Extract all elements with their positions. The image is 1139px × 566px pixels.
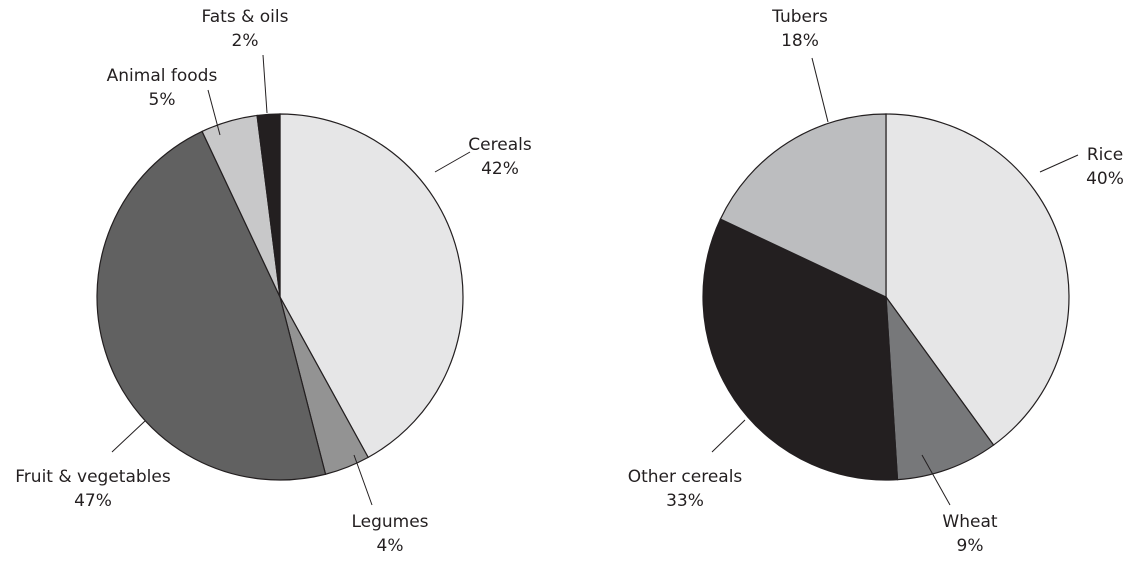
pie-slice — [256, 113, 281, 298]
leader-line — [921, 454, 951, 506]
slice-value-label: 5% — [149, 90, 176, 110]
slice-label: Rice — [1087, 145, 1123, 165]
slice-label: Animal foods — [107, 66, 218, 86]
pie-slice — [96, 130, 327, 481]
slice-value-label: 33% — [666, 491, 704, 511]
slice-value-label: 9% — [957, 536, 984, 556]
slice-label: Tubers — [771, 7, 828, 27]
slice-label: Cereals — [468, 135, 532, 155]
pie-slice — [885, 113, 1070, 446]
leader-line — [111, 420, 146, 453]
leader-line — [434, 151, 471, 173]
pie-slice — [885, 294, 995, 481]
leader-line — [262, 54, 268, 114]
slice-label: Legumes — [351, 512, 428, 532]
slice-value-label: 18% — [781, 31, 819, 51]
slice-value-label: 2% — [232, 31, 259, 51]
pie-chart: Cereals 42% Legumes 4% Fruit & vegetables 47%… — [15, 7, 532, 556]
slice-value-label: 4% — [377, 536, 404, 556]
leader-line — [353, 454, 373, 506]
slice-value-label: 42% — [481, 159, 519, 179]
slice-label: Fats & oils — [202, 7, 289, 27]
slice-value-label: 40% — [1086, 169, 1124, 189]
pie-slice — [702, 218, 899, 481]
slice-label: Wheat — [942, 512, 997, 532]
slice-value-label: 47% — [74, 491, 112, 511]
pie-chart: Rice 40% Wheat 9% Other cereals 33% Tubers 18% — [628, 7, 1124, 556]
slice-label: Other cereals — [628, 467, 743, 487]
pie-slice — [719, 113, 887, 298]
slice-label: Fruit & vegetables — [15, 467, 171, 487]
pie-slice — [279, 113, 464, 459]
leader-line — [811, 57, 829, 123]
leader-line — [1039, 154, 1079, 173]
leader-line — [207, 89, 221, 136]
leader-line — [711, 419, 746, 453]
